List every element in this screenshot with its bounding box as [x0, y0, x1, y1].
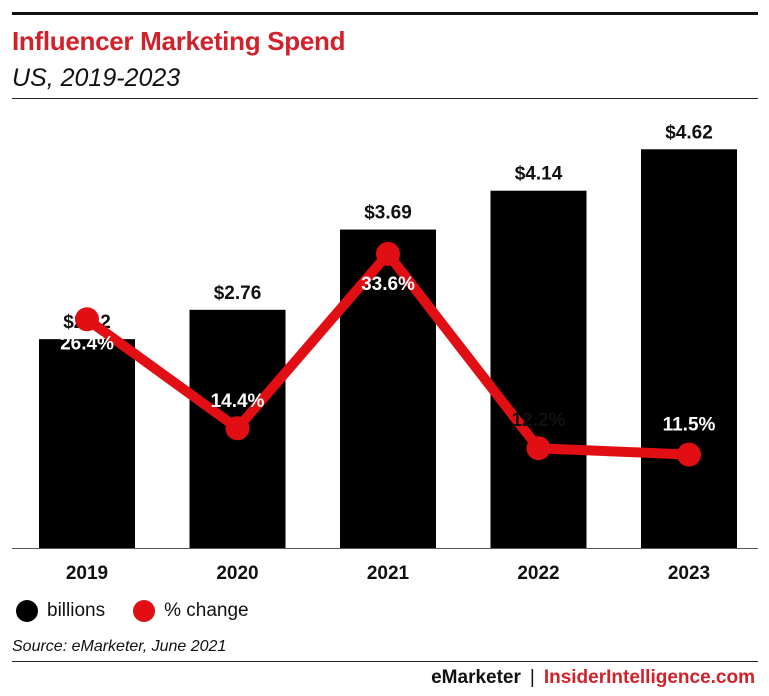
x-tick-label-2020: 2020: [216, 563, 258, 584]
top-rule: [12, 12, 758, 15]
bottom-rule: [12, 661, 758, 662]
bar-value-label-2020: $2.76: [214, 283, 262, 304]
bar-2022: [490, 190, 587, 548]
bar-value-label-2022: $4.14: [515, 164, 563, 185]
x-tick-label-2021: 2021: [367, 563, 410, 584]
legend-label-change: % change: [164, 600, 249, 621]
legend-swatch-billions: [16, 600, 38, 622]
x-tick-label-2019: 2019: [66, 563, 108, 584]
footer-brand-insider: InsiderIntelligence.com: [543, 667, 755, 688]
legend-item-change: % change: [133, 600, 249, 622]
chart-plot: $2.422019$2.762020$3.692021$4.142022$4.6…: [12, 122, 758, 584]
change-value-label-2020: 14.4%: [211, 391, 265, 412]
x-tick-label-2023: 2023: [668, 563, 710, 584]
bar-2023: [641, 149, 737, 548]
footer-separator: |: [529, 667, 535, 688]
change-point-2020: [225, 416, 250, 441]
change-value-label-2022: 12.2%: [512, 410, 566, 431]
legend: billions % change: [16, 599, 277, 623]
legend-label-billions: billions: [47, 600, 106, 621]
bar-2021: [340, 229, 436, 549]
footer: eMarketer | InsiderIntelligence.com: [431, 667, 755, 689]
footer-brand-emarketer: eMarketer: [431, 667, 521, 688]
bar-value-label-2021: $3.69: [364, 203, 412, 224]
legend-swatch-change: [133, 600, 156, 622]
bar-2019: [39, 339, 135, 548]
source-note: Source: eMarketer, June 2021: [12, 638, 227, 655]
subtitle-rule: [12, 98, 758, 99]
x-tick-label-2022: 2022: [517, 563, 559, 584]
legend-item-billions: billions: [16, 600, 105, 622]
change-point-2019: [75, 307, 99, 332]
change-point-2023: [677, 442, 701, 467]
chart-subtitle: US, 2019-2023: [12, 64, 181, 92]
change-point-2021: [376, 241, 400, 266]
change-value-label-2023: 11.5%: [663, 415, 716, 436]
change-point-2022: [526, 436, 551, 461]
change-value-label-2019: 26.4%: [60, 333, 114, 354]
change-value-label-2021: 33.6%: [361, 274, 415, 295]
bar-value-label-2023: $4.62: [665, 122, 713, 143]
chart-title: Influencer Marketing Spend: [12, 26, 346, 56]
